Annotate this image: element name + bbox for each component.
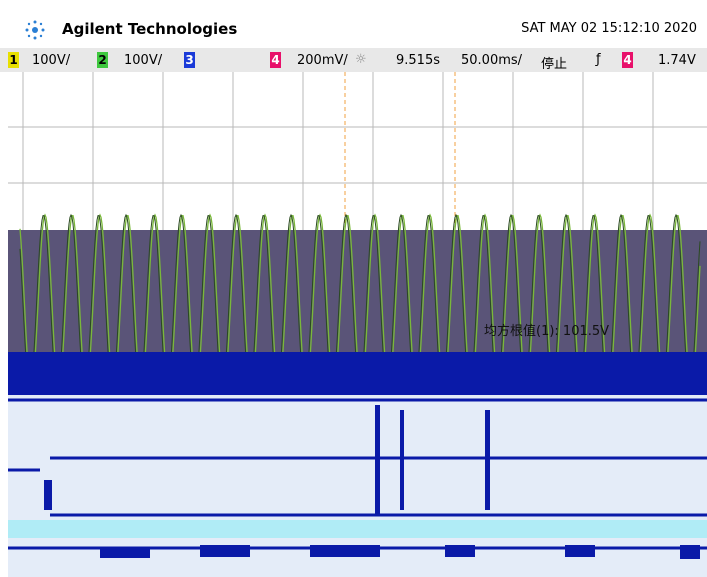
delay: 9.515s	[396, 53, 440, 68]
brand: Agilent Technologies	[62, 20, 238, 38]
ch2-badge: 2	[97, 52, 108, 68]
channel-bar	[0, 48, 707, 72]
ch4-scale: 200mV/	[297, 53, 348, 68]
logo	[25, 20, 45, 40]
trigger-level: 1.74V	[658, 53, 696, 68]
trigger-icon: ☼	[355, 52, 367, 67]
measurement: 均方根值(1): 101.5V	[484, 324, 610, 339]
timebase: 50.00ms/	[461, 53, 523, 68]
trigger-edge: ƒ	[596, 52, 601, 67]
datetime: SAT MAY 02 15:12:10 2020	[521, 21, 697, 36]
ch1-badge: 1	[8, 52, 19, 68]
menu-band	[8, 352, 707, 395]
ch3-badge: 3	[184, 52, 195, 68]
ch1-scale: 100V/	[32, 53, 71, 68]
ch4-badge: 4	[270, 52, 281, 68]
softkey-noise	[44, 405, 700, 559]
run-state: 停止	[541, 57, 568, 72]
ch2-scale: 100V/	[124, 53, 163, 68]
softkey-strip	[8, 520, 707, 538]
trigger-source: 4	[622, 52, 633, 68]
